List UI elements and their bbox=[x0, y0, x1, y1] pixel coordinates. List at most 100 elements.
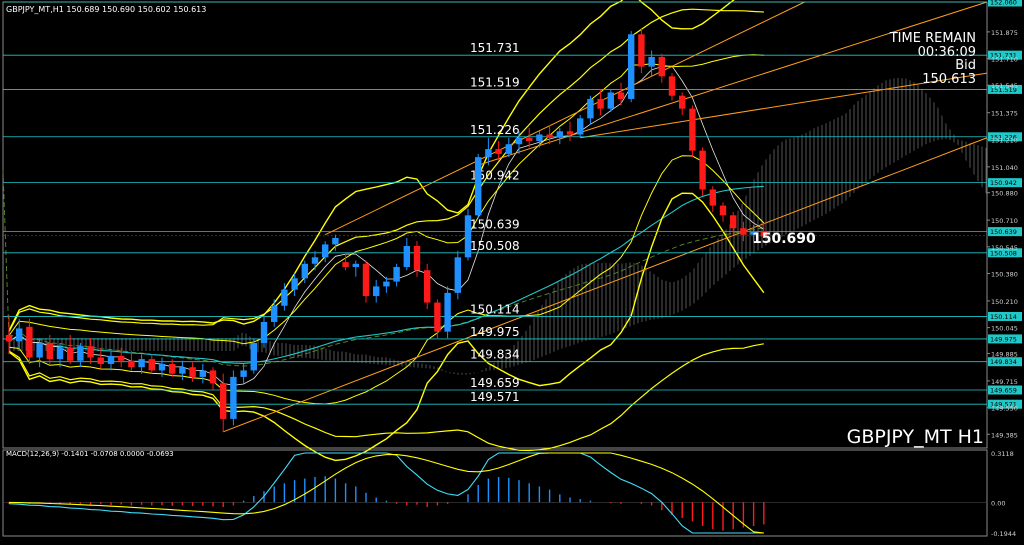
candle-body[interactable] bbox=[475, 157, 482, 216]
candle-body[interactable] bbox=[515, 137, 523, 145]
candle-body[interactable] bbox=[464, 215, 472, 258]
candle-body[interactable] bbox=[658, 56, 665, 77]
candle-body[interactable] bbox=[352, 263, 359, 268]
candle-body[interactable] bbox=[526, 137, 533, 141]
macd-subwindow[interactable]: 0.3118 0.00 -0.1944 bbox=[3, 450, 1016, 538]
channel-line-3[interactable] bbox=[580, 72, 988, 139]
candle-body[interactable] bbox=[67, 347, 74, 361]
candle-body[interactable] bbox=[719, 205, 727, 216]
candle-body[interactable] bbox=[240, 370, 247, 377]
candle-body[interactable] bbox=[311, 257, 319, 264]
candle-body[interactable] bbox=[199, 370, 206, 377]
candle-body[interactable] bbox=[424, 270, 431, 303]
candle-body[interactable] bbox=[169, 363, 176, 374]
level-label: 150.114 bbox=[470, 302, 520, 316]
level-price-box bbox=[988, 334, 1022, 344]
candle-body[interactable] bbox=[556, 131, 563, 138]
candle-body[interactable] bbox=[56, 347, 64, 360]
candle-body[interactable] bbox=[250, 342, 257, 371]
candle-body[interactable] bbox=[260, 321, 268, 343]
channel-line-0[interactable] bbox=[223, 137, 988, 433]
candle-body[interactable] bbox=[709, 189, 716, 206]
candle-body[interactable] bbox=[271, 305, 278, 322]
candle-body[interactable] bbox=[760, 231, 767, 237]
candle-body[interactable] bbox=[413, 246, 421, 271]
candle-body[interactable] bbox=[220, 383, 227, 419]
candle-body[interactable] bbox=[322, 244, 329, 258]
candle-body[interactable] bbox=[291, 278, 298, 290]
candle-body[interactable] bbox=[230, 376, 237, 419]
candle-body[interactable] bbox=[628, 34, 635, 99]
candle-body[interactable] bbox=[495, 149, 502, 154]
candle-body[interactable] bbox=[403, 246, 410, 268]
candle-body[interactable] bbox=[5, 334, 13, 342]
candle-body[interactable] bbox=[638, 34, 645, 67]
price-tick-label: 149.385 bbox=[991, 431, 1018, 439]
price-tick-label: 151.545 bbox=[991, 82, 1018, 90]
candle-body[interactable] bbox=[546, 134, 553, 138]
candle-body[interactable] bbox=[668, 76, 676, 96]
candle-body[interactable] bbox=[373, 286, 380, 297]
candle-body[interactable] bbox=[118, 355, 125, 361]
candle-body[interactable] bbox=[301, 263, 308, 279]
candle-body[interactable] bbox=[434, 302, 441, 332]
candle-body[interactable] bbox=[393, 267, 400, 282]
candle-body[interactable] bbox=[566, 131, 574, 135]
candle-body[interactable] bbox=[617, 92, 625, 99]
candle-body[interactable] bbox=[536, 134, 543, 141]
candlestick-series[interactable] bbox=[5, 27, 767, 432]
candle-body[interactable] bbox=[577, 118, 584, 135]
candle-body[interactable] bbox=[444, 292, 451, 332]
candle-body[interactable] bbox=[16, 328, 23, 342]
candle-body[interactable] bbox=[128, 360, 135, 368]
macd-main-line bbox=[8, 452, 764, 534]
macd-frame bbox=[2, 449, 988, 537]
candle-body[interactable] bbox=[730, 215, 737, 229]
time-remain-value: 00:36:09 bbox=[918, 45, 976, 60]
candle-body[interactable] bbox=[87, 346, 94, 358]
candle-body[interactable] bbox=[750, 231, 757, 235]
price-tick-label: 150.380 bbox=[991, 270, 1018, 278]
candle-body[interactable] bbox=[505, 144, 512, 154]
candle-body[interactable] bbox=[97, 357, 104, 364]
candle-body[interactable] bbox=[189, 367, 196, 377]
candle-body[interactable] bbox=[46, 342, 53, 360]
candle-body[interactable] bbox=[179, 367, 186, 374]
candle-body[interactable] bbox=[148, 359, 155, 371]
candle-body[interactable] bbox=[77, 346, 84, 361]
level-price-box-label: 149.659 bbox=[990, 386, 1017, 394]
candle-body[interactable] bbox=[740, 228, 747, 235]
candle-body[interactable] bbox=[454, 257, 461, 293]
candle-body[interactable] bbox=[281, 289, 288, 306]
candle-body[interactable] bbox=[332, 237, 339, 245]
candle-body[interactable] bbox=[138, 359, 145, 368]
symbol-watermark: GBPJPY_MT H1 bbox=[847, 426, 984, 448]
candle-body[interactable] bbox=[607, 92, 614, 109]
price-tick-label: 151.210 bbox=[991, 136, 1018, 144]
candle-body[interactable] bbox=[587, 98, 594, 119]
candle-body[interactable] bbox=[342, 262, 349, 268]
candle-body[interactable] bbox=[689, 108, 696, 151]
candle-body[interactable] bbox=[362, 263, 370, 297]
candle-body[interactable] bbox=[485, 149, 492, 158]
level-label: 149.571 bbox=[470, 390, 520, 404]
candle-body[interactable] bbox=[36, 342, 43, 358]
channel-line-1[interactable] bbox=[324, 1, 805, 236]
bollinger-lower-0 bbox=[8, 192, 765, 462]
bollinger-lower-1 bbox=[8, 155, 765, 405]
candle-body[interactable] bbox=[383, 281, 390, 287]
channel-line-2[interactable] bbox=[478, 1, 988, 166]
candle-body[interactable] bbox=[679, 95, 686, 109]
candle-body[interactable] bbox=[158, 363, 166, 371]
candle-body[interactable] bbox=[209, 370, 217, 384]
candle-body[interactable] bbox=[26, 326, 33, 358]
candle-body[interactable] bbox=[107, 355, 115, 364]
chart-text-overlay: GBPJPY_MT,H1 150.689 150.690 150.602 150… bbox=[6, 5, 984, 458]
candle-body[interactable] bbox=[648, 56, 655, 67]
candle-body[interactable] bbox=[699, 150, 706, 190]
horizontal-levels[interactable]: 152.060152.060151.731151.731151.519151.5… bbox=[3, 0, 1022, 409]
candle-body[interactable] bbox=[597, 98, 604, 109]
